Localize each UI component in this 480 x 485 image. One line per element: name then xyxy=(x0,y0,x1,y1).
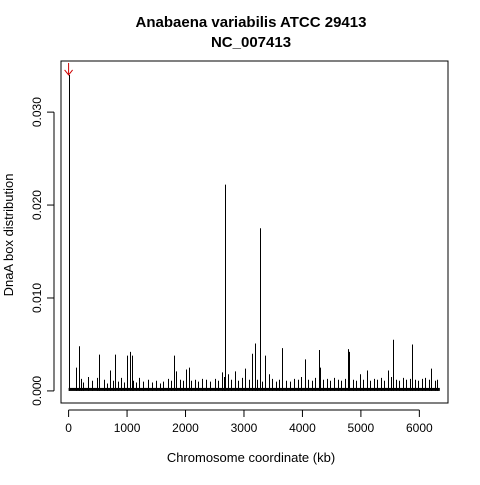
y-tick-label: 0.020 xyxy=(30,190,44,220)
x-tick-label: 0 xyxy=(65,421,72,435)
x-tick-label: 6000 xyxy=(406,421,433,435)
origin-arrow xyxy=(64,62,73,76)
x-tick-label: 3000 xyxy=(231,421,258,435)
baseline-band xyxy=(68,387,440,391)
chart-subtitle: NC_007413 xyxy=(211,34,291,51)
chart-title: Anabaena variabilis ATCC 29413 xyxy=(136,14,367,31)
x-tick-label: 2000 xyxy=(172,421,199,435)
arrow-head xyxy=(64,69,73,76)
x-axis-title: Chromosome coordinate (kb) xyxy=(167,450,335,465)
y-axis: 0.000 0.010 0.020 0.030 xyxy=(30,97,55,406)
x-tick-label: 5000 xyxy=(348,421,375,435)
x-tick-label: 1000 xyxy=(114,421,141,435)
y-tick-label: 0.030 xyxy=(30,97,44,127)
x-tick-label: 4000 xyxy=(289,421,316,435)
y-axis-title: DnaA box distribution xyxy=(1,174,16,297)
y-tick-label: 0.000 xyxy=(30,376,44,406)
data-bars xyxy=(68,74,440,391)
y-tick-label: 0.010 xyxy=(30,283,44,313)
x-axis: 0 1000 2000 3000 4000 5000 6000 xyxy=(65,409,433,435)
plot-frame xyxy=(60,60,449,404)
